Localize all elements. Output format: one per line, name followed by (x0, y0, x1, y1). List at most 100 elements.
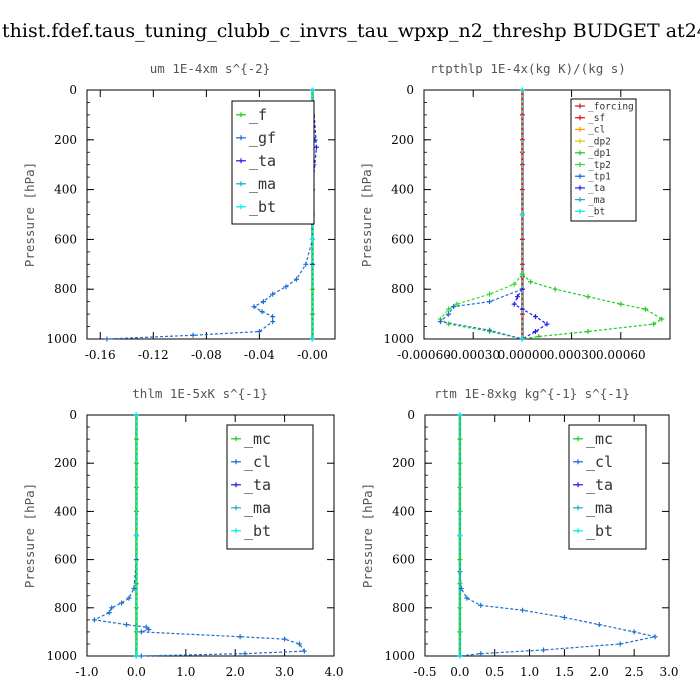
legend-marker (238, 204, 244, 210)
x-tick-label: 0.0 (127, 665, 146, 679)
legend-label: _cl (244, 453, 271, 471)
legend-label: _bt (249, 198, 276, 216)
legend: _mc _cl _ta _ma _bt (226, 424, 314, 550)
legend-marker (233, 436, 239, 442)
legend-box (231, 100, 315, 225)
data-point_bt (309, 336, 315, 342)
data-point_cl (131, 586, 137, 592)
y-tick-label: 200 (54, 456, 77, 470)
data-point_gf (270, 319, 276, 325)
data-point_dp1 (659, 316, 665, 322)
legend-label: _forcing (588, 101, 634, 112)
y-tick-label: 400 (391, 183, 414, 197)
series-line_cl (92, 415, 306, 657)
legend-label: _ma (586, 499, 613, 517)
legend-label: _dp2 (588, 136, 611, 147)
data-point_cl (109, 605, 115, 611)
data-point_cl (143, 624, 149, 630)
panel-title: rtm 1E-8xkg kg^{-1} s^{-1} (434, 386, 630, 401)
x-tick-label: 4.0 (324, 665, 343, 679)
x-tick-label: 2.0 (226, 665, 245, 679)
data-point_dp1 (585, 329, 591, 335)
legend-marker (233, 528, 239, 534)
figure-title: thist.fdef.taus_tuning_clubb_c_invrs_tau… (2, 20, 700, 42)
data-point_tp1 (487, 299, 493, 305)
y-tick-label: 0 (406, 83, 414, 97)
series-line_dp1 (521, 273, 663, 340)
data-point_tp2 (511, 281, 517, 287)
y-tick-label: 800 (54, 282, 77, 296)
data-point_bt (519, 212, 525, 217)
legend-label: _ta (244, 476, 271, 494)
legend-label: _ma (249, 175, 276, 193)
data-point_cl (478, 651, 484, 657)
x-tick-label: -0.00 (297, 348, 328, 362)
data-point_tp2 (446, 321, 452, 327)
data-point_bt (133, 533, 139, 538)
legend-label: _mc (586, 430, 613, 448)
legend-label: _cl (586, 453, 613, 471)
legend-box (226, 424, 314, 550)
legend-marker (577, 138, 583, 144)
legend-label: _gf (249, 129, 276, 147)
legend-label: _cl (588, 125, 605, 136)
data-point_cl (119, 600, 125, 606)
legend-label: _bt (588, 207, 605, 218)
data-point_ta (533, 314, 539, 320)
legend-label: _dp1 (588, 148, 611, 159)
data-point_cl (124, 622, 130, 628)
y-tick-label: 0 (69, 83, 77, 97)
data-point_tp1 (437, 319, 443, 325)
x-tick-label: -0.12 (138, 348, 169, 362)
data-point_gf (251, 304, 257, 310)
data-point_cl (520, 607, 526, 613)
data-point_cl (561, 614, 567, 620)
data-point_ta (533, 329, 539, 335)
data-point_tp2 (487, 291, 493, 297)
data-point_cl (596, 622, 602, 628)
data-point_cl (541, 647, 547, 653)
data-point_cl (458, 586, 464, 592)
y-tick-label: 200 (54, 133, 77, 147)
data-point_bt (133, 653, 139, 659)
data-point_tp1 (487, 327, 493, 333)
panel-4: rtm 1E-8xkg kg^{-1} s^{-1} Pressure [hPa]… (360, 386, 679, 679)
legend-marker (575, 505, 581, 511)
legend-label: _tp1 (588, 172, 611, 183)
x-tick-label: 1.5 (555, 665, 574, 679)
data-point_bt (519, 87, 525, 93)
data-point_ta (514, 294, 520, 300)
y-axis-label: Pressure [hPa] (22, 162, 37, 267)
data-point_cl (91, 617, 97, 623)
legend-marker (233, 482, 239, 488)
data-point_cl (242, 651, 248, 657)
series-line_cl (459, 415, 656, 657)
panel-2: rtpthlp 1E-4x(kg K)/(kg s) Pressure [hPa]… (359, 61, 671, 362)
legend-marker (238, 135, 244, 141)
data-point_cl (237, 634, 243, 640)
data-point_dp1 (651, 321, 657, 327)
panel-title: rtpthlp 1E-4x(kg K)/(kg s) (430, 61, 626, 76)
y-axis-label: Pressure [hPa] (359, 162, 374, 267)
legend-marker (238, 112, 244, 118)
legend: _forcing_sf_cl_dp2_dp1_tp2_tp1_ta_ma_bt (570, 98, 637, 222)
data-point_cl (126, 595, 132, 601)
panel-3: thlm 1E-5xK s^{-1} Pressure [hPa] 0 200 400 6… (22, 386, 344, 679)
data-point_gf (260, 299, 266, 305)
data-point_dp1 (585, 294, 591, 300)
legend-marker (238, 181, 244, 187)
x-tick-label: -0.00030 (446, 348, 500, 362)
data-point_cl (146, 626, 152, 632)
y-tick-label: 800 (392, 601, 415, 615)
x-tick-label: 0.5 (485, 665, 504, 679)
x-tick-label: -0.00060 (397, 348, 451, 362)
data-point_ta (313, 144, 319, 150)
x-tick-label: -0.5 (413, 665, 436, 679)
x-tick-label: 2.0 (590, 665, 609, 679)
data-point_dp1 (528, 279, 534, 285)
legend-label: _ma (244, 499, 271, 517)
data-point_cl (464, 595, 470, 601)
legend-box (570, 98, 637, 222)
data-point_tp2 (446, 306, 452, 312)
